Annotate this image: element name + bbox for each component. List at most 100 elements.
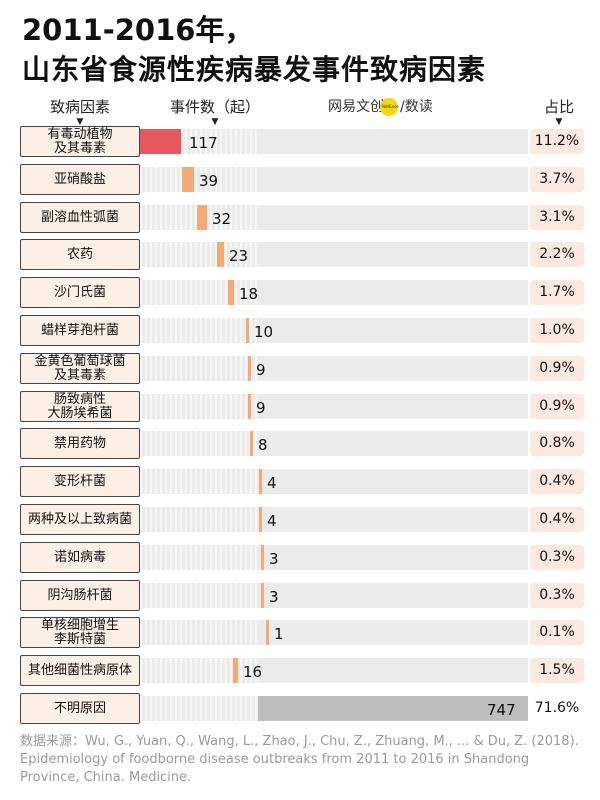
category-label-text: 诺如病毒 xyxy=(53,549,106,565)
chart-row: 有毒动植物 及其毒素 117 11.2% xyxy=(0,126,600,157)
bar-track: 23 xyxy=(140,242,528,267)
track-texture xyxy=(140,280,260,305)
track-texture xyxy=(140,242,260,267)
chart-row: 金黄色葡萄球菌 及其毒素 9 0.9% xyxy=(0,353,600,384)
share-label: 0.1% xyxy=(530,620,584,645)
value-label: 3 xyxy=(269,588,279,606)
chart-row: 副溶血性弧菌 32 3.1% xyxy=(0,202,600,233)
bar xyxy=(246,318,249,343)
column-header-ratio-label: 占比 xyxy=(543,98,574,116)
share-label: 0.4% xyxy=(530,469,584,494)
column-header-cause-label: 致病因素 xyxy=(49,98,110,116)
chart-row: 单核细胞增生 李斯特菌 1 0.1% xyxy=(0,617,600,648)
category-label-text: 不明原因 xyxy=(53,700,106,716)
track-texture xyxy=(140,318,260,343)
category-label-text: 有毒动植物 及其毒素 xyxy=(47,126,113,156)
category-label-text: 两种及以上致病菌 xyxy=(27,511,132,527)
bar-track: 1 xyxy=(140,620,528,645)
share-label: 0.3% xyxy=(530,583,584,608)
category-label-text: 亚硝酸盐 xyxy=(53,171,106,187)
share-label: 1.5% xyxy=(530,658,584,683)
category-label: 沙门氏菌 xyxy=(20,277,140,308)
category-label-text: 禁用药物 xyxy=(53,435,106,451)
chart-row: 两种及以上致病菌 4 0.4% xyxy=(0,504,600,535)
share-label: 71.6% xyxy=(534,700,580,716)
category-label: 不明原因 xyxy=(20,693,140,724)
value-label: 9 xyxy=(256,361,266,379)
chart-row: 阴沟肠杆菌 3 0.3% xyxy=(0,580,600,611)
category-label: 农药 xyxy=(20,239,140,270)
value-label: 117 xyxy=(189,134,218,152)
category-label: 有毒动植物 及其毒素 xyxy=(20,126,140,157)
share-label: 0.8% xyxy=(530,431,584,456)
track-texture xyxy=(140,620,260,645)
bar xyxy=(248,356,251,381)
track-texture xyxy=(140,431,260,456)
column-header-count-label: 事件数（起） xyxy=(169,98,260,116)
brand-name-2: 文创 xyxy=(356,99,384,115)
bar xyxy=(258,696,528,721)
chart-row: 蜡样芽孢杆菌 10 1.0% xyxy=(0,315,600,346)
column-header-cause: 致病因素 ▼ xyxy=(20,96,140,127)
bar xyxy=(250,431,253,456)
value-label: 4 xyxy=(267,474,277,492)
triangle-down-icon: ▼ xyxy=(76,117,84,127)
bar-track: 3 xyxy=(140,545,528,570)
chart-row: 沙门氏菌 18 1.7% xyxy=(0,277,600,308)
brand-section: /数读 xyxy=(400,99,433,115)
bar xyxy=(140,129,181,154)
category-label: 诺如病毒 xyxy=(20,542,140,573)
chart-row: 诺如病毒 3 0.3% xyxy=(0,542,600,573)
bar-track: 747 xyxy=(140,696,528,721)
bar xyxy=(259,469,262,494)
triangle-down-icon: ▼ xyxy=(555,117,563,127)
category-label: 肠致病性 大肠埃希菌 xyxy=(20,391,140,422)
bar xyxy=(261,583,264,608)
column-header-ratio: 占比 ▼ xyxy=(534,96,584,127)
title-line-1: 2011-2016年， xyxy=(22,13,254,47)
share-label: 11.2% xyxy=(530,129,584,154)
chart-row: 亚硝酸盐 39 3.7% xyxy=(0,164,600,195)
value-label: 23 xyxy=(229,247,249,265)
bar-track: 32 xyxy=(140,205,528,230)
track-texture xyxy=(140,356,260,381)
value-label: 4 xyxy=(267,512,277,530)
share-label: 0.9% xyxy=(530,394,584,419)
category-label: 金黄色葡萄球菌 及其毒素 xyxy=(20,353,140,384)
value-label: 747 xyxy=(487,701,516,719)
bar xyxy=(233,658,238,683)
category-label-text: 肠致病性 大肠埃希菌 xyxy=(47,391,113,421)
bar xyxy=(228,280,234,305)
bar-track: 117 xyxy=(140,129,528,154)
category-label-text: 金黄色葡萄球菌 及其毒素 xyxy=(34,353,126,383)
category-label: 蜡样芽孢杆菌 xyxy=(20,315,140,346)
chart-row: 不明原因 747 71.6% xyxy=(0,693,600,724)
brand-name: 网易 xyxy=(328,99,356,115)
brand-dot-icon xyxy=(380,98,399,116)
bar-track: 9 xyxy=(140,394,528,419)
category-label: 单核细胞增生 李斯特菌 xyxy=(20,617,140,648)
chart-row: 其他细菌性病原体 16 1.5% xyxy=(0,655,600,686)
value-label: 32 xyxy=(212,210,232,228)
track-texture xyxy=(140,469,260,494)
share-label: 0.9% xyxy=(530,356,584,381)
brand-logo: 网易文创/数读 xyxy=(328,96,433,116)
category-label: 禁用药物 xyxy=(20,428,140,459)
value-label: 3 xyxy=(269,550,279,568)
category-label-text: 沙门氏菌 xyxy=(53,284,106,300)
value-label: 9 xyxy=(256,399,266,417)
value-label: 1 xyxy=(274,625,284,643)
bar-track: 18 xyxy=(140,280,528,305)
share-label: 0.3% xyxy=(530,545,584,570)
bar-track: 4 xyxy=(140,469,528,494)
track-texture xyxy=(140,696,260,721)
chart-row: 变形杆菌 4 0.4% xyxy=(0,466,600,497)
bar xyxy=(217,242,224,267)
category-label-text: 阴沟肠杆菌 xyxy=(47,587,113,603)
bar-track: 4 xyxy=(140,507,528,532)
triangle-down-icon: ▼ xyxy=(211,117,219,127)
category-label-text: 蜡样芽孢杆菌 xyxy=(40,322,119,338)
page-title: 2011-2016年， 山东省食源性疾病暴发事件致病因素 xyxy=(22,10,486,90)
value-label: 39 xyxy=(199,172,219,190)
share-label: 2.2% xyxy=(530,242,584,267)
